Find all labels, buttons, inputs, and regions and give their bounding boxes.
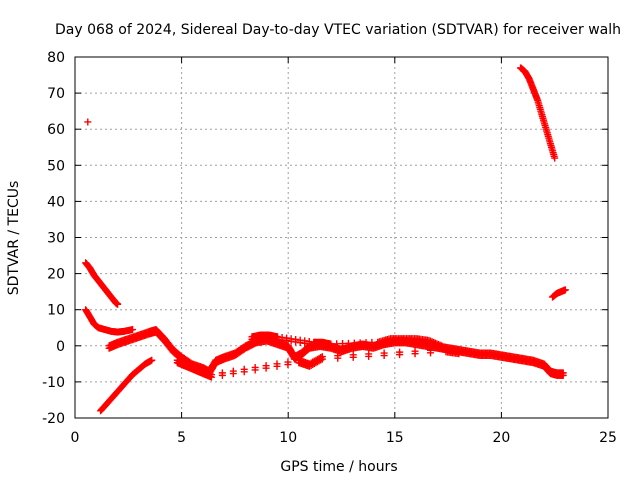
data-point bbox=[148, 356, 156, 364]
data-point bbox=[350, 342, 358, 350]
data-point bbox=[218, 371, 226, 379]
data-point bbox=[84, 118, 92, 126]
y-tick-label: 40 bbox=[47, 194, 65, 210]
plot-frame bbox=[74, 56, 609, 419]
data-point bbox=[339, 342, 347, 350]
series-late-upper bbox=[517, 64, 559, 162]
y-tick-label: 20 bbox=[47, 267, 65, 283]
series-main-lower-lobe bbox=[173, 345, 463, 381]
series-early-upper bbox=[82, 259, 122, 308]
data-point bbox=[240, 368, 248, 376]
data-point bbox=[362, 341, 370, 349]
y-tick-label: 80 bbox=[47, 50, 65, 66]
y-tick-label: 50 bbox=[47, 158, 65, 174]
data-point bbox=[349, 353, 357, 361]
x-tick-label: 25 bbox=[599, 430, 617, 446]
data-point bbox=[229, 370, 237, 378]
data-point bbox=[344, 342, 352, 350]
y-tick-label: -20 bbox=[42, 411, 65, 427]
y-tick-label: 10 bbox=[47, 303, 65, 319]
data-point bbox=[427, 349, 435, 357]
series-isolated-point bbox=[84, 118, 92, 126]
data-point bbox=[327, 342, 335, 350]
data-point bbox=[114, 300, 122, 308]
data-point bbox=[333, 342, 341, 350]
data-point bbox=[318, 355, 326, 363]
data-point bbox=[129, 326, 137, 334]
y-tick-label: 30 bbox=[47, 231, 65, 247]
data-point bbox=[262, 364, 270, 372]
data-point bbox=[559, 371, 567, 379]
data-point bbox=[380, 352, 388, 360]
series-main-upper-lobe bbox=[248, 331, 446, 352]
data-point bbox=[438, 344, 446, 352]
x-tick-label: 0 bbox=[71, 430, 80, 446]
data-point bbox=[251, 366, 259, 374]
x-tick-label: 20 bbox=[492, 430, 510, 446]
x-tick-labels: 0 5 10 15 20 25 bbox=[71, 430, 617, 446]
data-point bbox=[551, 154, 559, 162]
x-axis-title: GPS time / hours bbox=[280, 459, 397, 475]
data-point bbox=[207, 373, 215, 381]
y-tick-label: 60 bbox=[47, 122, 65, 138]
data-point bbox=[356, 341, 364, 349]
series-early-mid bbox=[82, 306, 137, 336]
y-tick-label: -10 bbox=[42, 375, 65, 391]
series-late-small bbox=[549, 286, 569, 301]
data-point bbox=[365, 352, 373, 360]
y-tick-label: 70 bbox=[47, 86, 65, 102]
data-point bbox=[368, 341, 376, 349]
y-tick-label: 0 bbox=[56, 339, 65, 355]
chart-title: Day 068 of 2024, Sidereal Day-to-day VTE… bbox=[55, 22, 621, 38]
data-point bbox=[317, 356, 325, 364]
data-point bbox=[411, 350, 419, 358]
data-points bbox=[82, 64, 569, 415]
x-tick-label: 15 bbox=[386, 430, 404, 446]
data-point bbox=[455, 350, 463, 358]
y-axis-title: SDTVAR / TECUs bbox=[6, 181, 22, 296]
x-tick-label: 10 bbox=[279, 430, 297, 446]
series-main-track bbox=[105, 326, 567, 379]
y-tick-labels: -20 -10 0 10 20 30 40 50 60 70 80 bbox=[42, 50, 65, 427]
data-point bbox=[334, 354, 342, 362]
data-point bbox=[396, 351, 404, 359]
data-point bbox=[561, 286, 569, 294]
data-point bbox=[273, 362, 281, 370]
x-tick-label: 5 bbox=[177, 430, 186, 446]
series-early-lower bbox=[97, 356, 156, 415]
data-point bbox=[284, 361, 292, 369]
